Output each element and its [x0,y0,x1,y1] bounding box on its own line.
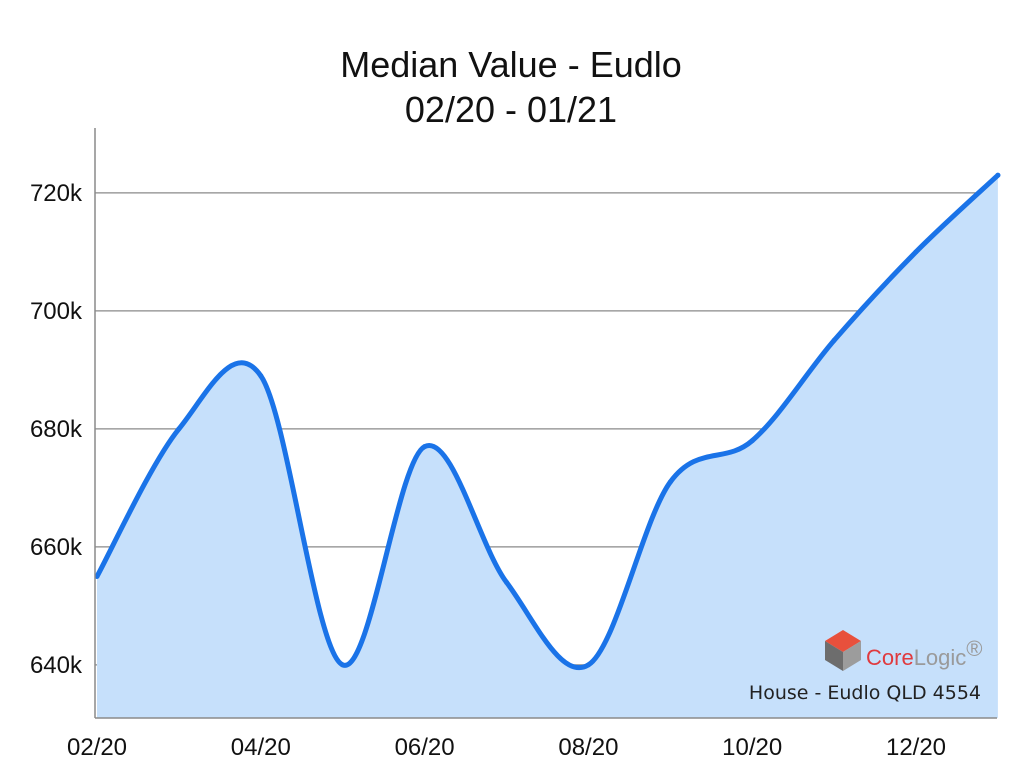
x-tick-label: 08/20 [558,734,618,761]
y-tick-label: 700k [30,298,83,325]
chart-annotation: House - Eudlo QLD 4554 [749,682,981,704]
x-tick-label: 02/20 [67,734,127,761]
y-tick-label: 680k [30,416,83,443]
chart-title: Median Value - Eudlo [340,44,682,85]
data-point [913,249,919,255]
data-point [667,479,673,485]
data-point [995,172,1001,178]
axes [94,128,997,719]
data-point [340,662,346,668]
data-point [831,337,837,343]
x-tick-label: 04/20 [231,734,291,761]
corelogic-logo: CoreLogic® [825,630,983,671]
y-tick-label: 640k [30,652,83,679]
data-point [504,579,509,585]
x-tick-label: 10/20 [722,734,782,761]
y-axis-ticks: 640k 660k 680k 700k 720k [30,180,83,679]
corelogic-cube-icon [825,630,861,671]
x-tick-label: 06/20 [395,734,455,761]
data-point [422,444,428,450]
x-tick-label: 12/20 [886,734,946,761]
y-tick-label: 660k [30,534,83,561]
y-tick-label: 720k [30,180,83,207]
series-area [94,172,1001,718]
data-point [176,426,182,432]
data-point [585,662,591,668]
chart-subtitle: 02/20 - 01/21 [405,89,617,130]
x-axis-ticks: 02/20 04/20 06/20 08/20 10/20 12/20 [67,734,946,761]
data-point [258,373,264,379]
series-area-fill [97,175,998,718]
data-point [749,438,755,444]
corelogic-wordmark: CoreLogic® [866,636,983,670]
